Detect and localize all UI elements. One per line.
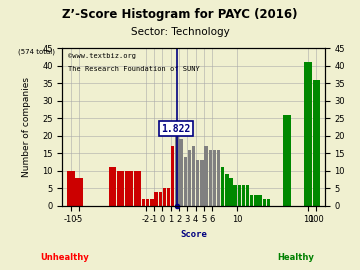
Text: Sector: Technology: Sector: Technology	[131, 27, 229, 37]
Bar	[204, 146, 208, 205]
Bar	[200, 160, 203, 205]
Bar	[150, 198, 154, 205]
Bar	[263, 198, 266, 205]
Bar	[208, 150, 212, 205]
Bar	[221, 167, 224, 205]
Bar	[67, 171, 75, 205]
Bar	[234, 185, 237, 205]
Bar	[142, 198, 145, 205]
Text: Unhealthy: Unhealthy	[40, 253, 89, 262]
Bar	[242, 185, 245, 205]
Bar	[246, 185, 249, 205]
Bar	[258, 195, 262, 205]
Bar	[254, 195, 258, 205]
Bar	[192, 146, 195, 205]
Bar	[125, 171, 133, 205]
Bar	[146, 198, 149, 205]
Bar	[283, 115, 291, 205]
Bar	[134, 171, 141, 205]
Bar	[312, 80, 320, 205]
Bar	[179, 139, 183, 205]
Bar	[267, 198, 270, 205]
Bar	[163, 188, 166, 205]
Bar	[188, 150, 191, 205]
Bar	[117, 171, 125, 205]
Bar	[175, 136, 179, 205]
Bar	[196, 160, 199, 205]
Bar	[213, 150, 216, 205]
Bar	[217, 150, 220, 205]
Bar	[229, 178, 233, 205]
Text: Z’-Score Histogram for PAYC (2016): Z’-Score Histogram for PAYC (2016)	[62, 8, 298, 21]
Text: (574 total): (574 total)	[18, 48, 55, 55]
Text: The Research Foundation of SUNY: The Research Foundation of SUNY	[68, 66, 199, 72]
Bar	[109, 167, 116, 205]
Bar	[158, 191, 162, 205]
Bar	[154, 191, 158, 205]
Text: Healthy: Healthy	[277, 253, 314, 262]
Bar	[167, 188, 170, 205]
Bar	[304, 62, 312, 205]
Y-axis label: Number of companies: Number of companies	[22, 77, 31, 177]
Bar	[75, 178, 83, 205]
X-axis label: Score: Score	[180, 230, 207, 239]
Bar	[238, 185, 241, 205]
Text: 1.822: 1.822	[161, 124, 190, 134]
Bar	[225, 174, 229, 205]
Bar	[171, 146, 174, 205]
Bar	[250, 195, 253, 205]
Text: ©www.textbiz.org: ©www.textbiz.org	[68, 53, 136, 59]
Bar	[184, 157, 187, 205]
